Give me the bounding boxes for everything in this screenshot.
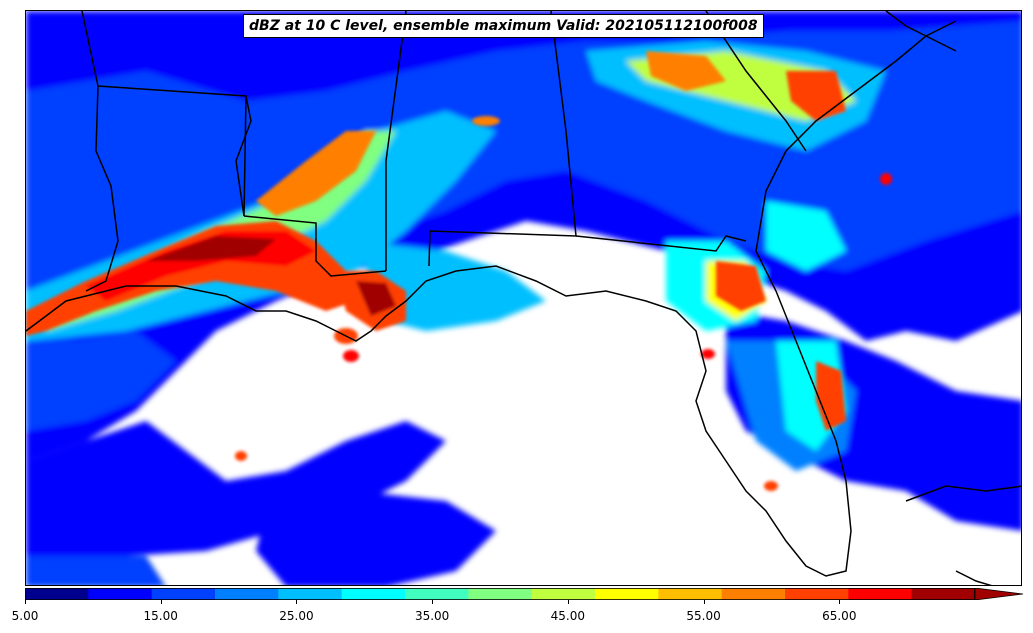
colorbar-tick: [296, 600, 298, 604]
colorbar-tick: [160, 600, 162, 604]
colorbar-segment: [848, 588, 913, 600]
colorbar-extend-arrow: [974, 588, 1024, 600]
colorbar-segment: [531, 588, 596, 600]
colorbar-segment: [785, 588, 849, 600]
colorbar-tick-label: 15.00: [143, 609, 178, 623]
colorbar-tick: [432, 600, 434, 604]
reflectivity-cores: [26, 51, 892, 491]
colorbar-segment: [278, 588, 343, 600]
colorbar-segment: [721, 588, 786, 600]
colorbar-tick-label: 25.00: [279, 609, 314, 623]
colorbar-segment: [468, 588, 533, 600]
colorbar-segment: [151, 588, 216, 600]
colorbar-tick-label: 45.00: [550, 609, 586, 623]
colorbar-tick-label: 5.00: [11, 609, 39, 623]
colorbar-segment: [911, 588, 976, 600]
colorbar-segment: [25, 588, 89, 600]
map-boundaries: [26, 11, 1021, 585]
reflectivity-field: [26, 11, 1021, 585]
colorbar-tick-label: 55.00: [686, 609, 721, 623]
map-title: dBZ at 10 C level, ensemble maximum Vali…: [243, 14, 764, 38]
colorbar-segment: [88, 588, 153, 600]
colorbar-tick: [567, 600, 569, 604]
colorbar-segment: [215, 588, 279, 600]
colorbar-segment: [341, 588, 406, 600]
radar-map-canvas: [26, 11, 1021, 585]
colorbar-segment: [658, 588, 723, 600]
radar-map: [25, 10, 1022, 586]
colorbar-segment: [405, 588, 469, 600]
colorbar-tick: [703, 600, 705, 604]
colorbar-outline: [25, 588, 975, 600]
colorbar-tick-label: 65.00: [822, 609, 857, 623]
colorbar-tick: [839, 600, 841, 604]
colorbar-segment: [595, 588, 659, 600]
colorbar-tick: [25, 600, 26, 604]
colorbar: [25, 588, 1024, 600]
colorbar-tick-label: 35.00: [414, 609, 450, 623]
